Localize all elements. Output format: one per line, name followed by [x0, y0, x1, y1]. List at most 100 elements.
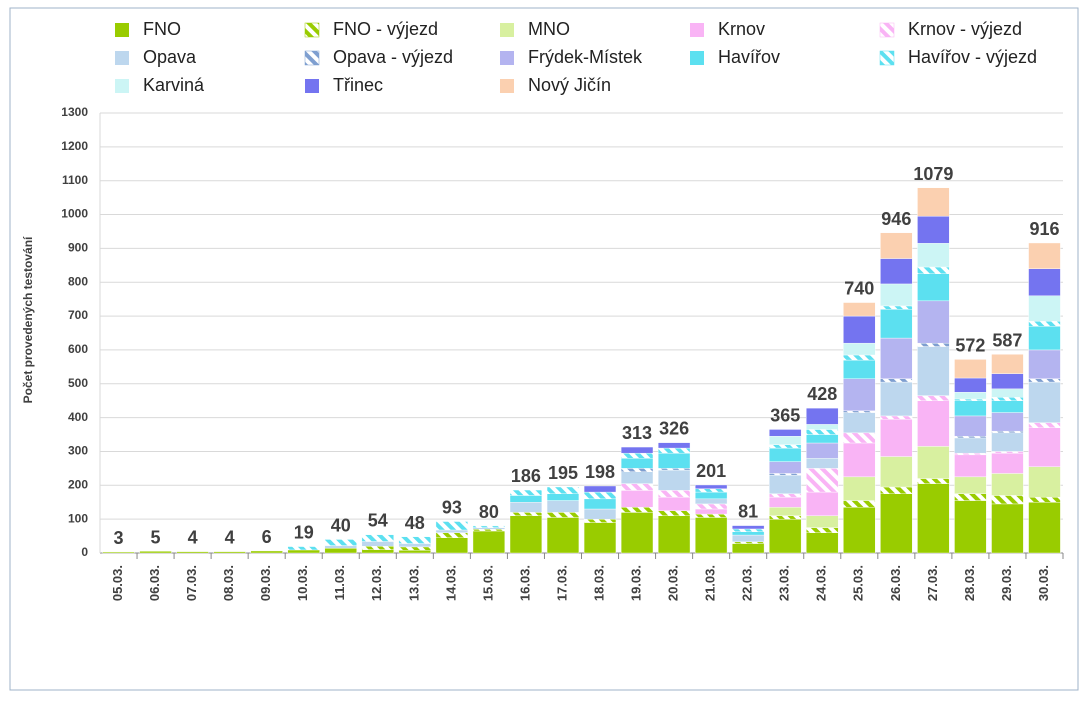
x-tick-label: 27.03. [925, 565, 940, 601]
total-label: 4 [225, 528, 235, 548]
legend-label: Frýdek-Místek [528, 47, 643, 67]
bar-segment [806, 527, 839, 533]
bar-segment [546, 512, 580, 518]
bar-segment [806, 424, 839, 430]
bar-segment [917, 273, 950, 302]
total-label: 48 [405, 513, 425, 533]
bar-segment [954, 452, 987, 456]
bar-segment [695, 513, 728, 518]
total-label: 81 [738, 502, 758, 522]
bar-segment [843, 410, 876, 413]
bar-segment [1028, 295, 1061, 322]
bar-segment [954, 398, 987, 401]
bar-segment [991, 430, 1024, 434]
bar-segment [546, 493, 580, 501]
bar-segment [695, 517, 728, 554]
bar-segment [1028, 502, 1061, 554]
bar-segment [695, 488, 728, 493]
bar-segment [509, 489, 543, 496]
bar-segment [880, 258, 913, 285]
bar-segment [583, 485, 617, 493]
bar-segment [880, 283, 913, 307]
bar-segment [917, 300, 950, 344]
total-label: 201 [696, 461, 726, 481]
bar-segment [102, 551, 135, 554]
bar-segment [769, 496, 802, 508]
bar-segment [620, 471, 654, 484]
bar-segment [991, 400, 1024, 413]
legend-swatch [304, 50, 320, 66]
total-label: 313 [622, 423, 652, 443]
legend-label: Nový Jičín [528, 75, 611, 95]
legend-swatch [115, 51, 129, 65]
bar-segment [361, 541, 394, 547]
bar-segment [917, 346, 950, 396]
bar-segment [732, 525, 765, 530]
bar-segment [695, 508, 728, 515]
bar-segment [769, 429, 802, 437]
total-label: 186 [511, 466, 541, 486]
y-tick-label: 600 [68, 342, 88, 356]
bar-segment [806, 491, 839, 516]
bar-segment [843, 315, 876, 344]
bar-segment [657, 515, 691, 554]
x-tick-label: 07.03. [184, 565, 199, 601]
x-tick-label: 22.03. [740, 565, 755, 601]
bar-segment [880, 305, 913, 310]
legend-label: Opava [143, 47, 197, 67]
bar-segment [954, 400, 987, 417]
x-tick-label: 24.03. [814, 565, 829, 601]
bar-segment [769, 461, 802, 474]
x-tick-label: 17.03. [554, 565, 569, 601]
bar-segment [880, 378, 913, 383]
bar-segment [695, 484, 728, 489]
y-tick-label: 300 [68, 444, 88, 458]
y-tick-label: 500 [68, 376, 88, 390]
bar-segment [732, 531, 765, 536]
bar-segment [806, 468, 839, 493]
total-label: 365 [770, 405, 800, 425]
legend-swatch [690, 23, 704, 37]
bar-segment [991, 503, 1024, 554]
x-tick-label: 12.03. [369, 565, 384, 601]
bar-segment [546, 517, 580, 554]
bar-segment [843, 354, 876, 361]
bar-segment [843, 378, 876, 412]
legend-swatch [304, 22, 320, 38]
y-axis-label: Počet provedených testování [21, 236, 35, 403]
bar-segment [1028, 320, 1061, 327]
bar-segment [1028, 378, 1061, 383]
bar-segment [472, 530, 506, 554]
bar-segment [657, 452, 691, 469]
x-tick-label: 21.03. [703, 565, 718, 601]
bar-segment [880, 309, 913, 339]
bar-segment [620, 507, 654, 513]
bar-segment [1028, 466, 1061, 498]
bar-segment [1028, 242, 1061, 269]
bar-segment [880, 493, 913, 554]
bar-segment [583, 508, 617, 520]
bar-segment [398, 536, 431, 544]
bar-segment [620, 446, 654, 454]
bar-segment [361, 549, 394, 554]
bar-segment [769, 493, 802, 498]
x-tick-label: 28.03. [962, 565, 977, 601]
bar-segment [769, 518, 802, 554]
y-tick-label: 200 [68, 477, 88, 491]
bar-segment [695, 491, 728, 500]
legend-label: Karviná [143, 75, 205, 95]
legend-swatch [500, 79, 514, 93]
bar-segment [1028, 496, 1061, 503]
bar-segment [954, 377, 987, 393]
total-label: 198 [585, 462, 615, 482]
bar-segment [843, 432, 876, 444]
bar-segment [991, 473, 1024, 496]
legend-swatch [115, 79, 129, 93]
bar-segment [620, 458, 654, 469]
bar-segment [472, 529, 506, 532]
bar-segment [954, 454, 987, 478]
y-tick-label: 100 [68, 511, 88, 525]
y-tick-label: 400 [68, 410, 88, 424]
bar-segment [620, 490, 654, 508]
legend-swatch [500, 23, 514, 37]
